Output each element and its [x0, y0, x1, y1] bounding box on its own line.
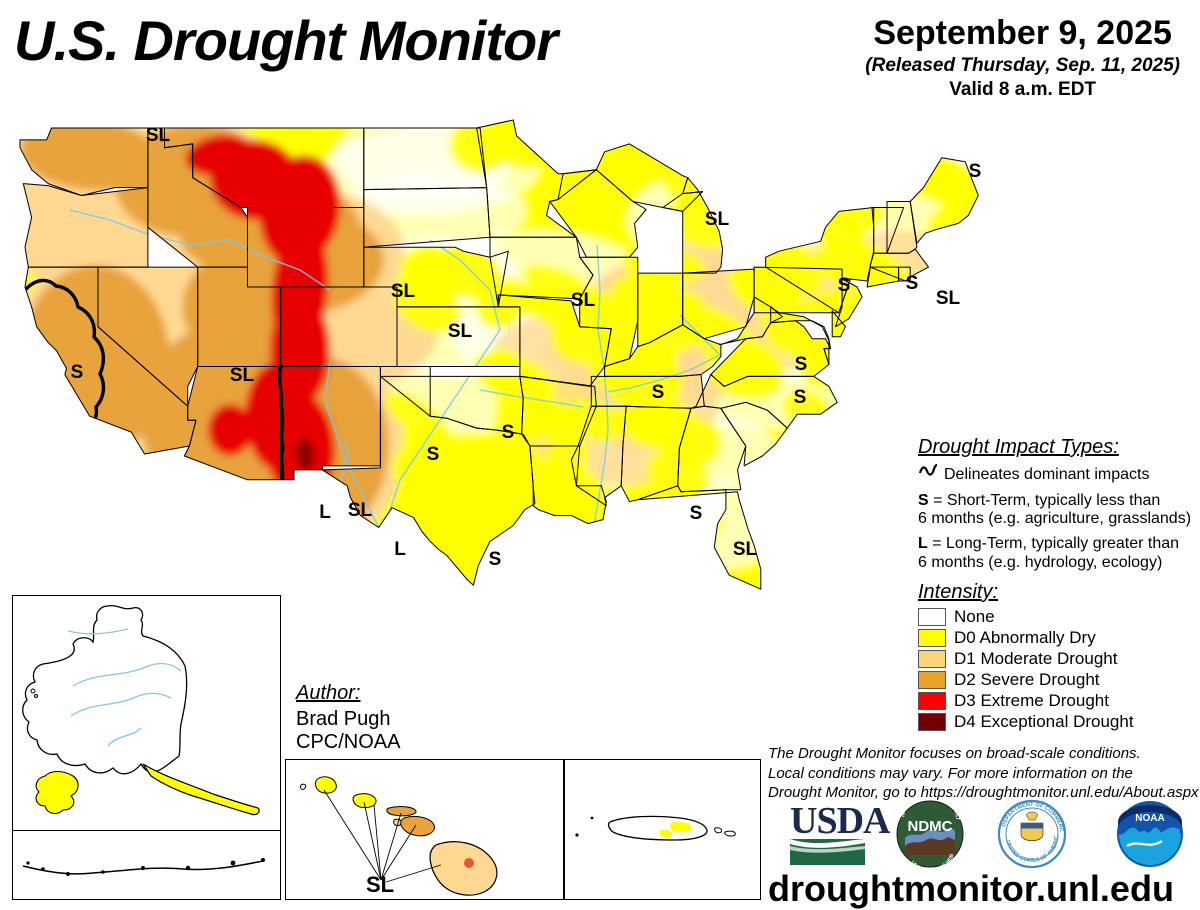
svg-text:S: S: [690, 503, 703, 524]
svg-text:SL: SL: [733, 539, 758, 560]
svg-text:S: S: [794, 387, 807, 408]
svg-text:S: S: [489, 549, 502, 570]
svg-text:USDA: USDA: [790, 800, 891, 842]
svg-text:NDMC: NDMC: [908, 818, 953, 835]
svg-text:SL: SL: [391, 281, 416, 302]
svg-text:SL: SL: [366, 872, 394, 897]
svg-text:S: S: [502, 422, 515, 443]
svg-text:S: S: [969, 161, 982, 182]
svg-text:S: S: [906, 273, 919, 294]
svg-text:S: S: [427, 444, 440, 465]
svg-text:SL: SL: [705, 209, 730, 230]
svg-text:S: S: [838, 275, 851, 296]
svg-text:SL: SL: [146, 125, 171, 146]
svg-text:SL: SL: [936, 288, 961, 309]
svg-text:SL: SL: [571, 290, 596, 311]
svg-text:L: L: [319, 502, 331, 523]
svg-text:S: S: [652, 382, 665, 403]
svg-text:S: S: [795, 354, 808, 375]
svg-text:SL: SL: [348, 500, 373, 521]
svg-text:SL: SL: [230, 365, 255, 386]
svg-text:NOAA: NOAA: [1135, 813, 1164, 824]
svg-text:S: S: [71, 362, 84, 383]
svg-text:SL: SL: [448, 321, 473, 342]
svg-text:L: L: [394, 539, 406, 560]
